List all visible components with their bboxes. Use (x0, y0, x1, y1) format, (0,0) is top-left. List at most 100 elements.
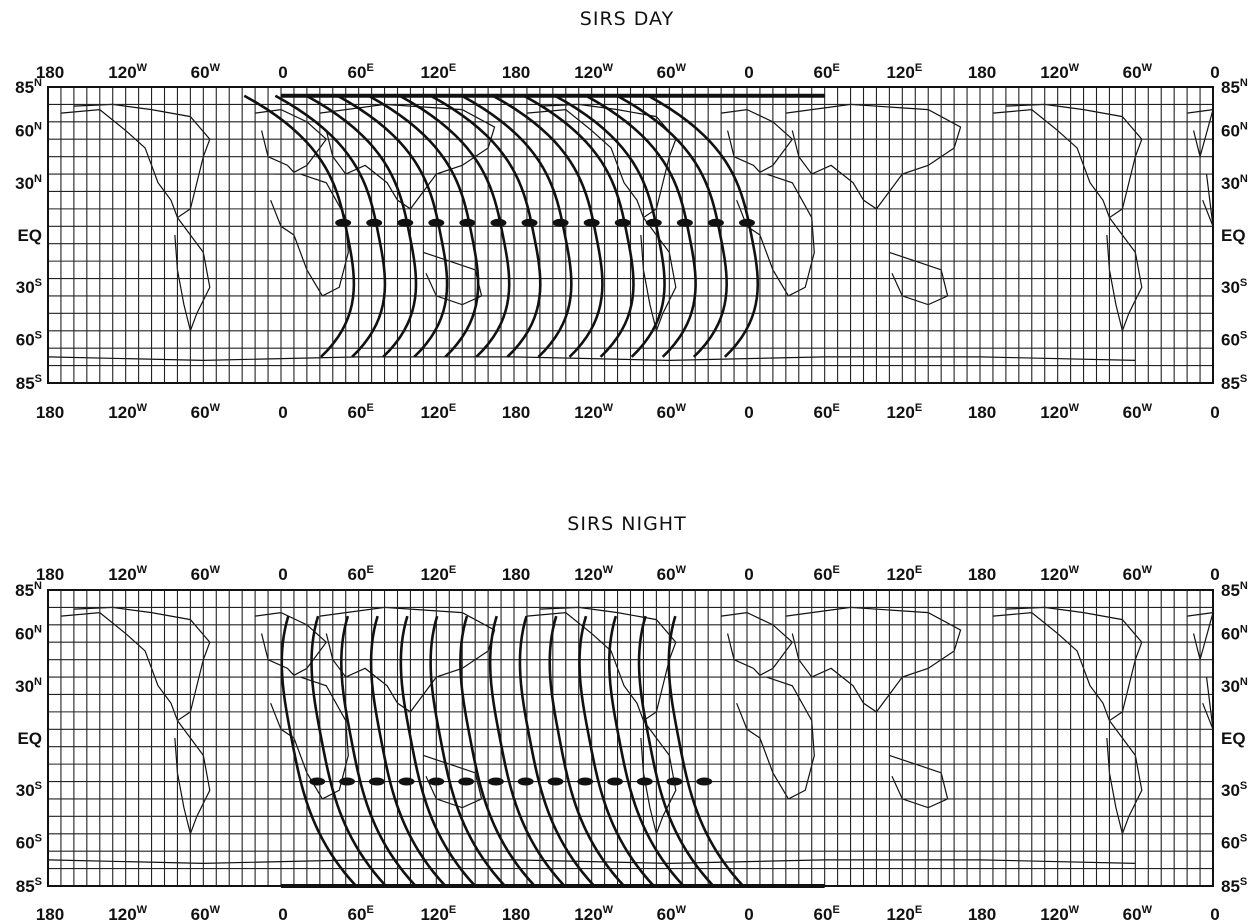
top-lon-label: 120E (886, 564, 922, 584)
bottom-lon-label: 60E (814, 904, 840, 924)
bottom-lon-label: 120E (420, 904, 456, 924)
bottom-lon-label: 120W (108, 904, 147, 924)
bottom-longitude-labels-day: 180 120W 60W 0 60E 120E 180 120W 60W 0 60E 120E 180 1… (36, 402, 1220, 422)
top-lon-label: 0 (278, 63, 287, 82)
left-latitude-labels-night: 85N 60N 30N EQ 30S 60S 85S (15, 580, 42, 896)
bottom-lon-label: 180 (502, 905, 530, 924)
observation-marker (666, 777, 683, 786)
sirs-night-panel: SIRS NIGHT 180 120W 60W 0 60E 120E 180 120W 60W 0… (15, 513, 1248, 924)
left-lat-label: 85N (15, 580, 42, 600)
orbit-track (607, 615, 685, 887)
coastline (736, 676, 815, 800)
observation-marker (339, 777, 356, 786)
orbit-track (667, 615, 745, 887)
observation-marker (398, 777, 415, 786)
bottom-lon-label: 180 (968, 905, 996, 924)
orbit-track (340, 615, 417, 887)
right-latitude-labels-night: 85N 60N 30N EQ 30S 60S 85S (1221, 580, 1248, 896)
bottom-lon-label: 60W (657, 402, 687, 422)
bottom-lon-label: 120W (574, 904, 613, 924)
lat-lon-grid-day (47, 86, 1214, 384)
observation-marker (739, 218, 755, 227)
observation-marker (459, 218, 476, 227)
observation-marker (577, 777, 594, 786)
top-lon-label: 120W (1040, 564, 1079, 584)
bottom-lon-label: 0 (278, 403, 287, 422)
orbit-track (488, 615, 566, 887)
top-lon-label: 120W (574, 564, 613, 584)
bottom-lon-label: 180 (968, 403, 996, 422)
top-lon-label: 180 (36, 565, 64, 584)
observation-marker (397, 218, 414, 227)
bottom-lon-label: 0 (744, 905, 753, 924)
left-lat-label: 85S (16, 373, 42, 393)
orbit-tracks-night (280, 615, 825, 888)
right-lat-label: 60N (1221, 121, 1248, 141)
top-lon-label: 0 (1210, 565, 1219, 584)
orbit-track (280, 615, 358, 887)
observation-marker (645, 218, 662, 227)
observation-marker (487, 777, 504, 786)
top-lon-label: 180 (502, 565, 530, 584)
bottom-lon-label: 120W (108, 402, 147, 422)
coastline (1202, 173, 1214, 227)
top-lon-label: 120W (574, 62, 613, 82)
right-lat-label: 85S (1221, 373, 1247, 393)
bottom-lon-label: 180 (36, 905, 64, 924)
top-lon-label: 0 (744, 63, 753, 82)
bottom-lon-label: 180 (502, 403, 530, 422)
left-lat-label: 60S (16, 329, 42, 349)
top-lon-label: 60W (1123, 564, 1153, 584)
right-lat-label: 60N (1221, 624, 1248, 644)
bottom-lon-label: 0 (278, 905, 287, 924)
bottom-lon-label: 60E (348, 402, 374, 422)
orbit-track (459, 615, 536, 887)
bottom-lon-label: 0 (744, 403, 753, 422)
right-lat-label: 60S (1221, 329, 1247, 349)
top-lon-label: 120E (420, 62, 456, 82)
observation-marker (428, 777, 445, 786)
top-lon-label: 60W (1123, 62, 1153, 82)
top-lon-label: 120E (420, 564, 456, 584)
top-lon-label: 180 (968, 63, 996, 82)
bottom-lon-label: 60W (1123, 904, 1153, 924)
top-lon-label: 60E (814, 564, 840, 584)
bottom-lon-label: 120E (886, 402, 922, 422)
left-lat-label: EQ (17, 226, 42, 245)
right-latitude-labels-day: 85N 60N 30N EQ 30S 60S 85S (1221, 77, 1248, 393)
map-frame-night (47, 589, 1214, 887)
left-lat-label: 30S (16, 277, 42, 297)
observation-marker (517, 777, 534, 786)
observation-marker (458, 777, 475, 786)
bottom-lon-label: 120E (420, 402, 456, 422)
bottom-lon-label: 60W (1123, 402, 1153, 422)
top-lon-label: 180 (36, 63, 64, 82)
bottom-longitude-labels-night: 180 120W 60W 0 60E 120E 180 120W 60W 0 60E 120E 180 1… (36, 904, 1220, 924)
left-lat-label: 30N (15, 173, 42, 193)
top-longitude-labels-night: 180 120W 60W 0 60E 120E 180 120W 60W 0 60E 120E 180 1… (36, 564, 1220, 584)
top-longitude-labels-day: 180 120W 60W 0 60E 120E 180 120W 60W 0 60E 120E 180 1… (36, 62, 1220, 82)
top-lon-label: 0 (278, 565, 287, 584)
bottom-lon-label: 60W (657, 904, 687, 924)
top-lon-label: 60W (191, 564, 221, 584)
observation-marker (707, 218, 724, 227)
coastline (255, 109, 328, 174)
observation-marker (676, 218, 693, 227)
panel-title-day: SIRS DAY (580, 8, 674, 30)
bottom-lon-label: 60W (191, 904, 221, 924)
observation-marker (614, 218, 631, 227)
observation-marker (606, 777, 623, 786)
top-lon-label: 60W (657, 564, 687, 584)
left-lat-label: 60N (15, 624, 42, 644)
right-lat-label: 30N (1221, 676, 1248, 696)
observation-marker (552, 218, 569, 227)
left-lat-label: 60S (16, 832, 42, 852)
orbit-tracks-day (243, 93, 825, 358)
bottom-lon-label: 120E (886, 904, 922, 924)
observation-marker (335, 218, 352, 227)
top-lon-label: 0 (744, 565, 753, 584)
map-frame-day (47, 86, 1214, 384)
right-lat-label: 85N (1221, 580, 1248, 600)
orbit-track (429, 615, 506, 887)
